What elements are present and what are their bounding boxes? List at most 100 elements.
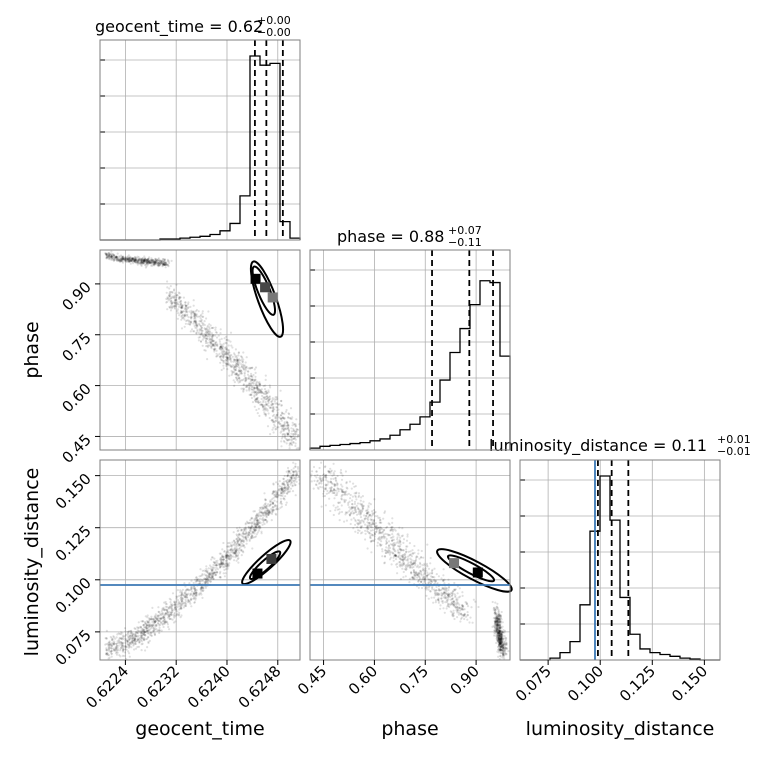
sample-point: [279, 501, 282, 504]
sample-point: [291, 421, 294, 424]
sample-point: [222, 558, 225, 561]
sample-point: [280, 399, 283, 403]
sample-point: [472, 598, 475, 601]
sample-point: [499, 639, 502, 642]
sample-point: [380, 543, 383, 546]
sample-point: [413, 572, 416, 575]
sample-point: [292, 437, 295, 440]
sample-point: [280, 430, 283, 433]
sample-point: [403, 568, 406, 571]
sample-point: [165, 297, 168, 300]
sample-point: [496, 639, 499, 643]
sample-point: [271, 420, 274, 423]
sample-point: [104, 643, 107, 646]
sample-point: [177, 614, 180, 617]
sample-point: [358, 519, 361, 522]
sample-point: [232, 360, 235, 363]
sample-point: [164, 612, 167, 616]
sample-point: [183, 591, 186, 595]
sample-point: [193, 320, 197, 323]
sample-point: [238, 543, 241, 546]
sample-point: [257, 512, 260, 515]
sample-point: [254, 366, 258, 369]
sample-point: [119, 254, 123, 257]
sample-point: [113, 254, 116, 257]
sample-point: [240, 372, 243, 375]
sample-point: [110, 655, 113, 658]
sample-point: [499, 640, 502, 643]
sample-point: [109, 635, 112, 639]
sample-point: [426, 571, 429, 574]
sample-point: [381, 555, 384, 558]
sample-point: [124, 648, 127, 651]
sample-point: [265, 506, 268, 509]
sample-point: [370, 523, 373, 526]
sample-point: [127, 630, 130, 633]
sample-point: [203, 349, 206, 352]
sample-point: [275, 409, 278, 412]
sample-point: [238, 377, 241, 380]
sample-point: [209, 573, 212, 576]
sample-point: [115, 647, 118, 650]
sample-point: [414, 571, 417, 575]
sample-point: [397, 551, 400, 555]
sample-point: [311, 470, 314, 473]
sample-point: [233, 551, 237, 555]
sample-point: [193, 597, 196, 600]
sample-point: [147, 620, 151, 623]
x-tick-label: 0.6248: [235, 662, 285, 712]
sample-point: [265, 521, 268, 524]
sample-point: [283, 480, 286, 483]
sample-point: [160, 610, 163, 613]
sample-point: [121, 258, 125, 261]
sample-point: [295, 428, 298, 431]
sample-point: [496, 629, 499, 632]
sample-point: [391, 536, 394, 539]
histogram-phase: [309, 280, 511, 450]
sample-point: [448, 605, 451, 609]
sample-point: [495, 612, 498, 616]
sample-point: [365, 511, 369, 515]
sample-point: [198, 575, 201, 578]
sample-point: [208, 330, 212, 333]
sample-point: [167, 264, 170, 267]
sample-point: [282, 488, 285, 491]
sample-point: [495, 621, 498, 624]
sample-point: [111, 258, 114, 261]
sample-point: [340, 489, 343, 492]
sample-point: [244, 533, 247, 536]
sample-point: [168, 605, 172, 608]
sample-point: [412, 568, 415, 572]
sample-point: [237, 381, 240, 384]
sample-point: [176, 612, 179, 616]
sample-point: [491, 625, 494, 629]
sample-point: [142, 636, 146, 640]
sample-point: [181, 317, 184, 320]
sample-point: [227, 349, 231, 352]
sample-point: [232, 548, 236, 551]
sample-point: [198, 581, 201, 584]
sample-point: [349, 497, 352, 500]
sample-point: [107, 643, 110, 647]
sample-point: [242, 383, 246, 386]
sample-point: [229, 331, 233, 334]
sample-point: [466, 618, 469, 621]
sample-point: [138, 640, 141, 644]
sample-point: [372, 512, 375, 516]
sample-point: [260, 390, 264, 393]
sample-point: [105, 256, 108, 260]
sample-point: [430, 575, 433, 578]
sample-point: [192, 592, 195, 595]
sample-point: [163, 622, 166, 625]
sample-point: [275, 415, 278, 418]
sample-point: [386, 541, 389, 545]
sample-point: [251, 534, 254, 537]
sample-point: [180, 305, 184, 308]
sample-point: [166, 298, 169, 301]
sample-point: [322, 474, 325, 477]
sample-point: [292, 467, 295, 470]
sample-point: [466, 603, 469, 606]
sample-point: [190, 317, 193, 320]
sample-point: [501, 649, 504, 652]
sample-point: [225, 338, 228, 342]
